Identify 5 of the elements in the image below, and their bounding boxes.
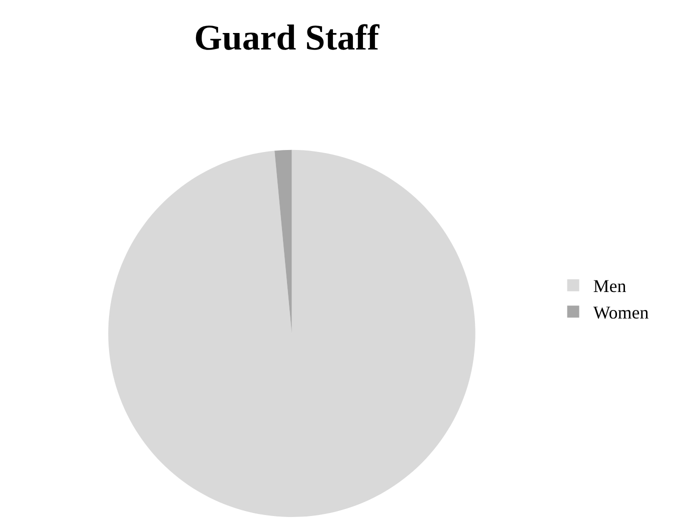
- chart-title: Guard Staff: [194, 17, 380, 58]
- legend-label: Men: [593, 276, 626, 296]
- pie-slice: [108, 150, 476, 517]
- legend-label: Women: [593, 302, 649, 323]
- pie-slice: [274, 150, 292, 334]
